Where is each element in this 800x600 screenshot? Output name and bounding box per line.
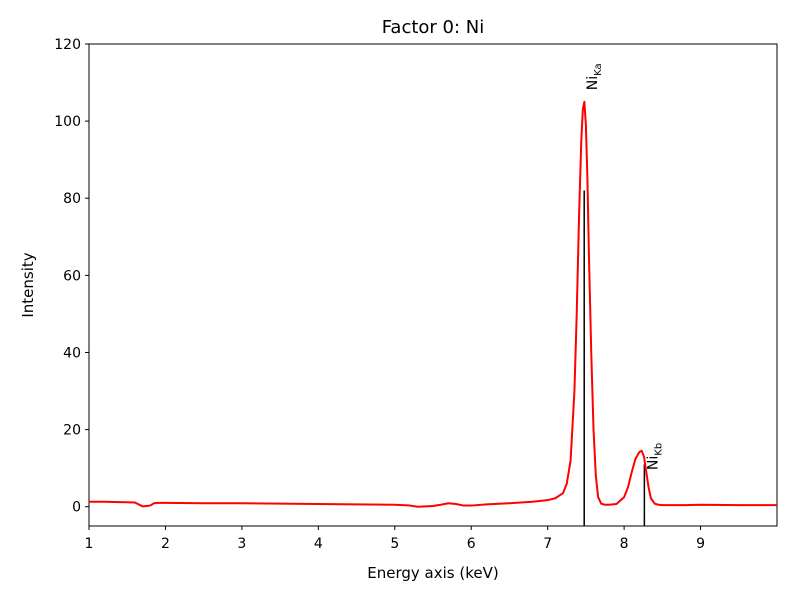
x-tick-label: 6 bbox=[467, 536, 476, 552]
x-tick-label: 4 bbox=[314, 536, 323, 552]
series-group bbox=[89, 100, 777, 508]
plot-frame bbox=[88, 43, 778, 527]
y-tick-label: 100 bbox=[54, 114, 81, 130]
y-tick-label: 120 bbox=[54, 37, 81, 53]
y-tick-label: 0 bbox=[72, 500, 81, 516]
series-line bbox=[89, 100, 777, 508]
y-axis: 0 20 40 60 80 100 120 bbox=[54, 37, 89, 516]
x-tick-label: 3 bbox=[237, 536, 246, 552]
annotation-label: NiKb bbox=[645, 443, 664, 470]
x-tick-label: 5 bbox=[390, 536, 399, 552]
x-tick-label: 8 bbox=[620, 536, 629, 552]
annotation-label: NiKa bbox=[585, 63, 604, 90]
line-annotations: NiKa NiKb bbox=[583, 63, 664, 526]
x-axis-label: Energy axis (keV) bbox=[367, 564, 498, 582]
x-tick-label: 2 bbox=[161, 536, 170, 552]
y-tick-label: 60 bbox=[63, 268, 81, 284]
x-tick-label: 1 bbox=[85, 536, 94, 552]
x-tick-label: 9 bbox=[696, 536, 705, 552]
x-tick-label: 7 bbox=[543, 536, 552, 552]
x-axis: 1 2 3 4 5 6 7 8 9 bbox=[85, 526, 705, 552]
chart-title: Factor 0: Ni bbox=[382, 17, 485, 38]
y-tick-label: 20 bbox=[63, 423, 81, 439]
y-axis-label: Intensity bbox=[19, 252, 37, 317]
y-tick-label: 40 bbox=[63, 345, 81, 361]
y-tick-label: 80 bbox=[63, 191, 81, 207]
